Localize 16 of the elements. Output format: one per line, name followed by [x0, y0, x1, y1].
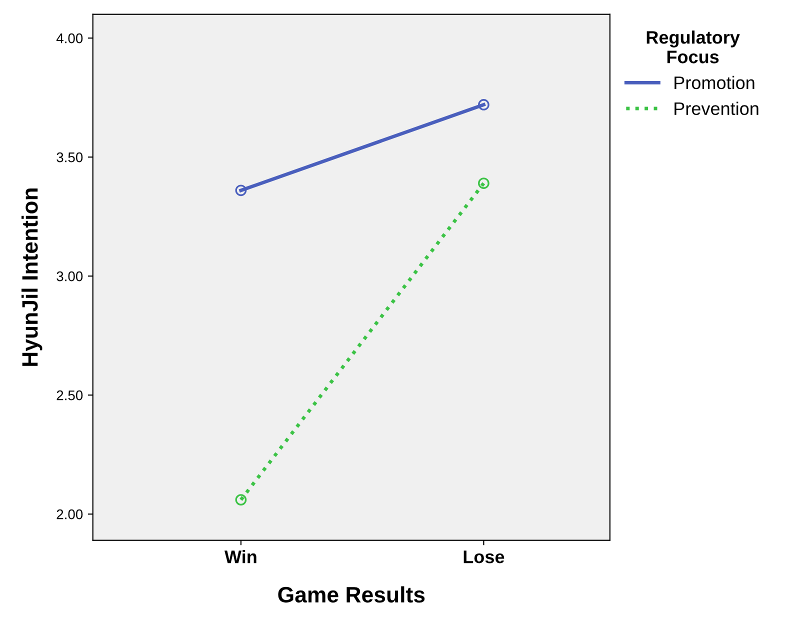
y-tick-label: 2.50 — [56, 390, 83, 400]
y-tick-label: 3.00 — [56, 271, 83, 282]
legend-label: Promotion — [674, 76, 754, 90]
x-tick-label: Win — [224, 550, 256, 564]
y-tick-label: 4.00 — [56, 33, 83, 44]
point — [478, 178, 490, 189]
y-tick-label: 2.00 — [56, 509, 83, 520]
point — [478, 99, 490, 110]
point — [235, 184, 247, 196]
x-axis-title: Game Results — [278, 586, 425, 603]
x-tick-label: Lose — [464, 550, 504, 564]
y-axis-title: HyunJil Intention — [22, 188, 42, 366]
point — [235, 494, 247, 506]
legend-title: Regulatory Focus — [646, 30, 740, 64]
legend-label: Prevention — [674, 102, 758, 116]
y-tick-label: 3.50 — [56, 152, 83, 162]
